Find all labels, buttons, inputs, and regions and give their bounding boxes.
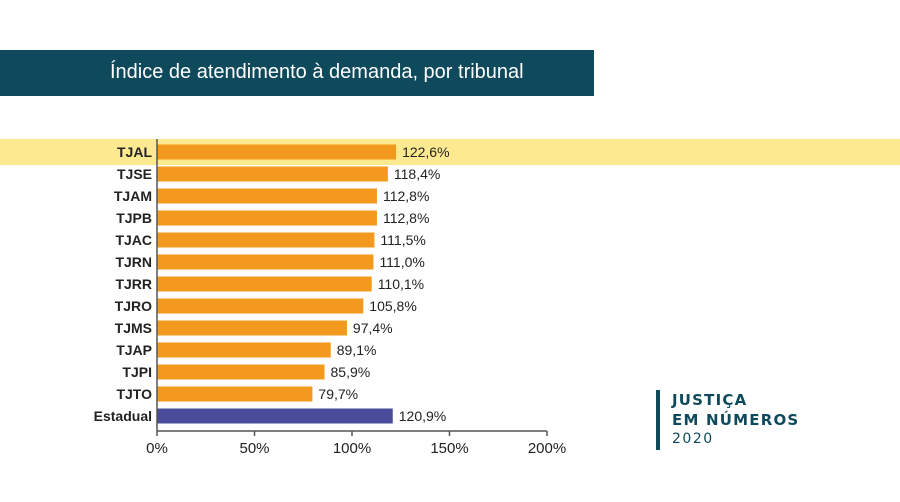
value-label: 85,9%: [331, 364, 371, 380]
value-label: 111,5%: [380, 232, 425, 248]
x-tick-label: 0%: [146, 440, 168, 457]
value-label: 120,9%: [399, 408, 446, 424]
value-label: 110,1%: [378, 276, 424, 292]
bar: [157, 342, 331, 358]
bar: [157, 298, 364, 314]
value-label: 112,8%: [383, 188, 429, 204]
bar: [157, 276, 372, 292]
logo-line1: JUSTIÇA: [672, 391, 748, 409]
logo-line2: EM NÚMEROS: [672, 411, 800, 429]
category-label: TJTO: [116, 386, 152, 402]
value-label: 118,4%: [394, 166, 440, 182]
value-label: 122,6%: [402, 144, 449, 160]
x-tick-label: 50%: [239, 440, 269, 457]
x-tick-label: 100%: [333, 440, 371, 457]
category-label: TJPI: [122, 364, 152, 380]
bar: [157, 166, 388, 182]
bar: [157, 386, 313, 402]
bar: [157, 364, 325, 380]
bar: [157, 144, 397, 160]
category-label: Estadual: [94, 408, 152, 424]
bar: [157, 210, 377, 226]
bar: [157, 320, 347, 336]
x-tick-label: 200%: [528, 440, 566, 457]
category-label: TJAM: [114, 188, 152, 204]
category-label: TJAC: [115, 232, 152, 248]
bar-total: [157, 408, 393, 424]
x-tick-label: 150%: [430, 440, 468, 457]
value-label: 97,4%: [353, 320, 393, 336]
category-label: TJRR: [115, 276, 152, 292]
category-label: TJMS: [115, 320, 152, 336]
bar: [157, 188, 377, 204]
value-label: 79,7%: [318, 386, 358, 402]
chart-title: Índice de atendimento à demanda, por tri…: [110, 61, 524, 83]
bar: [157, 232, 375, 248]
category-label: TJAL: [117, 144, 152, 160]
category-label: TJAP: [116, 342, 152, 358]
justica-em-numeros-logo: JUSTIÇA EM NÚMEROS 2020: [656, 390, 799, 450]
category-label: TJRO: [115, 298, 152, 314]
title-banner: Índice de atendimento à demanda, por tri…: [0, 50, 594, 96]
value-label: 105,8%: [369, 298, 416, 314]
category-label: TJRN: [115, 254, 152, 270]
category-label: TJPB: [116, 210, 152, 226]
value-label: 89,1%: [337, 342, 377, 358]
category-label: TJSE: [117, 166, 152, 182]
highlight-band: [0, 139, 900, 165]
value-label: 112,8%: [383, 210, 429, 226]
logo-year: 2020: [672, 431, 714, 447]
value-label: 111,0%: [379, 254, 424, 270]
bar: [157, 254, 374, 270]
